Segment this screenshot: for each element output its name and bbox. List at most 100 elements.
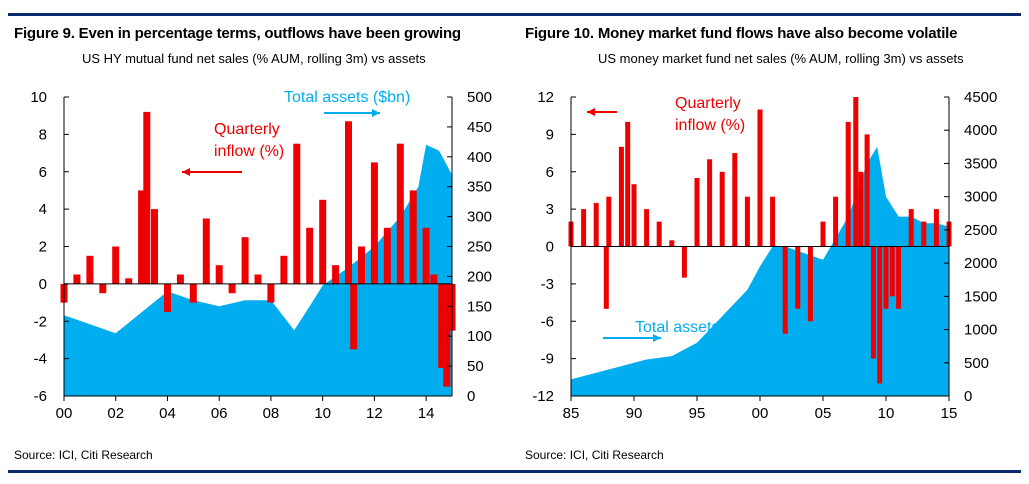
figure-9-chart: 1086420-2-4-6500450400350300250200150100… <box>30 89 492 422</box>
figure-10-source: Source: ICI, Citi Research <box>525 448 664 462</box>
left-tick-label: 0 <box>546 239 554 256</box>
flow-bar <box>293 143 301 284</box>
flow-bar <box>795 246 801 309</box>
flow-bar <box>603 246 609 309</box>
flow-bar <box>644 209 650 247</box>
flow-bar <box>719 171 725 247</box>
flow-bar <box>744 196 750 247</box>
flow-bar <box>164 283 171 312</box>
flow-bar <box>581 209 587 247</box>
right-tick-label: 450 <box>467 119 492 136</box>
flow-bar <box>858 171 864 247</box>
right-tick-label: 200 <box>467 268 492 285</box>
flow-bar <box>681 246 687 278</box>
right-tick-label: 3000 <box>964 189 997 206</box>
right-tick-label: 500 <box>964 355 989 372</box>
left-tick-label: -4 <box>34 351 47 368</box>
top-rule <box>8 13 1021 16</box>
flow-bar <box>73 274 81 284</box>
right-tick-label: 100 <box>467 328 492 345</box>
flow-bar <box>241 237 249 284</box>
right-tick-label: 1000 <box>964 322 997 339</box>
x-tick-label: 05 <box>815 405 832 422</box>
assets-arrow-head <box>372 109 380 117</box>
flow-bar <box>99 283 107 294</box>
flow-annotation: Quarterly <box>214 121 280 138</box>
x-tick-label: 90 <box>626 405 643 422</box>
flow-bar <box>86 255 94 284</box>
flow-bar <box>306 227 314 284</box>
left-tick-label: -6 <box>34 388 47 405</box>
x-tick-label: 00 <box>56 405 73 422</box>
right-tick-label: 1500 <box>964 288 997 305</box>
right-tick-label: 350 <box>467 179 492 196</box>
flow-bar <box>254 274 262 284</box>
flow-bar <box>202 218 210 284</box>
flow-bar <box>669 240 675 247</box>
x-tick-label: 14 <box>418 405 435 422</box>
left-tick-label: 2 <box>39 239 47 256</box>
flow-bar <box>189 283 197 303</box>
right-tick-label: 3500 <box>964 155 997 172</box>
flow-arrow-head <box>587 108 595 116</box>
flow-bar <box>883 246 889 309</box>
flow-bar <box>228 283 236 294</box>
flow-bar <box>430 274 438 284</box>
figure-10-subtitle: US money market fund net sales (% AUM, r… <box>598 51 964 66</box>
x-tick-label: 04 <box>159 405 176 422</box>
x-tick-label: 00 <box>752 405 769 422</box>
left-tick-label: 10 <box>30 89 47 106</box>
flow-bar <box>370 162 378 284</box>
flow-bar <box>125 278 133 284</box>
flow-bar <box>358 246 365 284</box>
flow-bar <box>877 246 883 384</box>
right-tick-label: 0 <box>964 388 972 405</box>
flow-bar <box>350 283 358 350</box>
left-tick-label: 6 <box>39 164 47 181</box>
left-tick-label: -9 <box>541 351 554 368</box>
flow-bar <box>215 265 223 284</box>
flow-bar <box>694 178 700 247</box>
left-tick-label: -6 <box>541 313 554 330</box>
flow-bar <box>782 246 788 334</box>
flow-bar <box>807 246 813 322</box>
flow-bar <box>864 134 870 247</box>
assets-annotation: Total assets ($bn) <box>284 89 410 106</box>
assets-arrow-head <box>653 334 661 342</box>
figure-9-source: Source: ICI, Citi Research <box>14 448 153 462</box>
x-tick-label: 02 <box>107 405 124 422</box>
flow-bar <box>151 209 158 284</box>
flow-annotation: Quarterly <box>675 95 741 112</box>
flow-bar <box>870 246 876 359</box>
flow-arrow-head <box>182 168 190 176</box>
flow-bar <box>896 246 902 309</box>
flow-bar <box>383 227 391 284</box>
assets-area <box>64 144 452 396</box>
flow-bar <box>833 196 839 247</box>
left-tick-label: 8 <box>39 126 47 143</box>
flow-bar <box>332 265 340 284</box>
left-tick-label: 12 <box>537 89 554 106</box>
left-tick-label: 6 <box>546 164 554 181</box>
figure-9-subtitle: US HY mutual fund net sales (% AUM, roll… <box>82 51 426 66</box>
bottom-rule <box>8 470 1021 473</box>
flow-annotation: inflow (%) <box>675 117 745 134</box>
right-tick-label: 300 <box>467 209 492 226</box>
assets-annotation: Total assets ($bn) <box>635 319 761 336</box>
flow-bar <box>631 184 637 247</box>
flow-bar <box>176 274 184 284</box>
figure-10-chart: 12 9 6 3 0 -3 -6 -9 -12 4500 4000 3500 3000 2500 2000 1… <box>532 89 997 422</box>
figure-10-title: Figure 10. Money market fund flows have … <box>525 25 958 42</box>
left-tick-label: -2 <box>34 313 47 330</box>
right-tick-label: 500 <box>467 89 492 106</box>
flow-bar <box>438 283 446 368</box>
right-tick-label: 150 <box>467 298 492 315</box>
flow-bar <box>345 121 352 284</box>
flow-bar <box>656 221 662 247</box>
flow-bar <box>112 246 120 284</box>
flow-bar <box>625 121 631 247</box>
left-tick-label: 4 <box>39 201 47 218</box>
flow-bar <box>143 111 151 284</box>
flow-bar <box>921 221 927 247</box>
right-tick-label: 0 <box>467 388 475 405</box>
